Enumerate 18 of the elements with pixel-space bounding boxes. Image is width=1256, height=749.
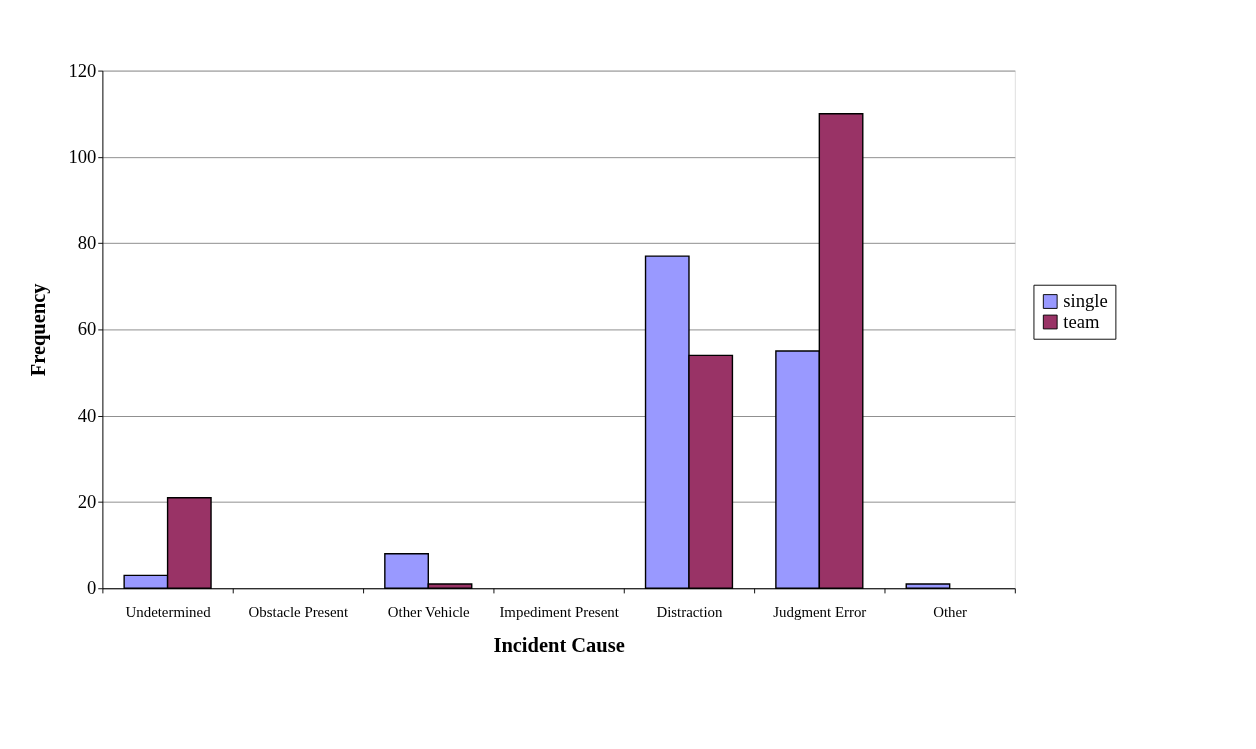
x-tick-label: Other Vehicle — [387, 603, 471, 620]
x-axis-title: Incident Cause — [493, 634, 625, 657]
x-tick-label: Judgment Error — [773, 603, 867, 620]
x-tick-label: Impediment Present — [499, 603, 620, 620]
x-tick-label: Distraction — [656, 603, 724, 620]
x-tick-label: Other — [933, 603, 968, 620]
y-axis-title: Frequency — [27, 282, 51, 377]
y-tick-label: 0 — [87, 577, 97, 599]
x-tick-label: Undetermined — [125, 603, 212, 620]
legend-label: single — [1063, 290, 1108, 312]
y-tick-label: 60 — [77, 318, 97, 340]
y-tick-label: 40 — [77, 404, 97, 426]
x-tick-label: Obstacle Present — [248, 603, 350, 620]
y-tick-label: 120 — [68, 59, 97, 81]
legend-label: team — [1063, 310, 1100, 332]
y-tick-label: 100 — [68, 145, 97, 167]
y-tick-label: 20 — [77, 491, 97, 513]
y-tick-label: 80 — [77, 232, 97, 254]
